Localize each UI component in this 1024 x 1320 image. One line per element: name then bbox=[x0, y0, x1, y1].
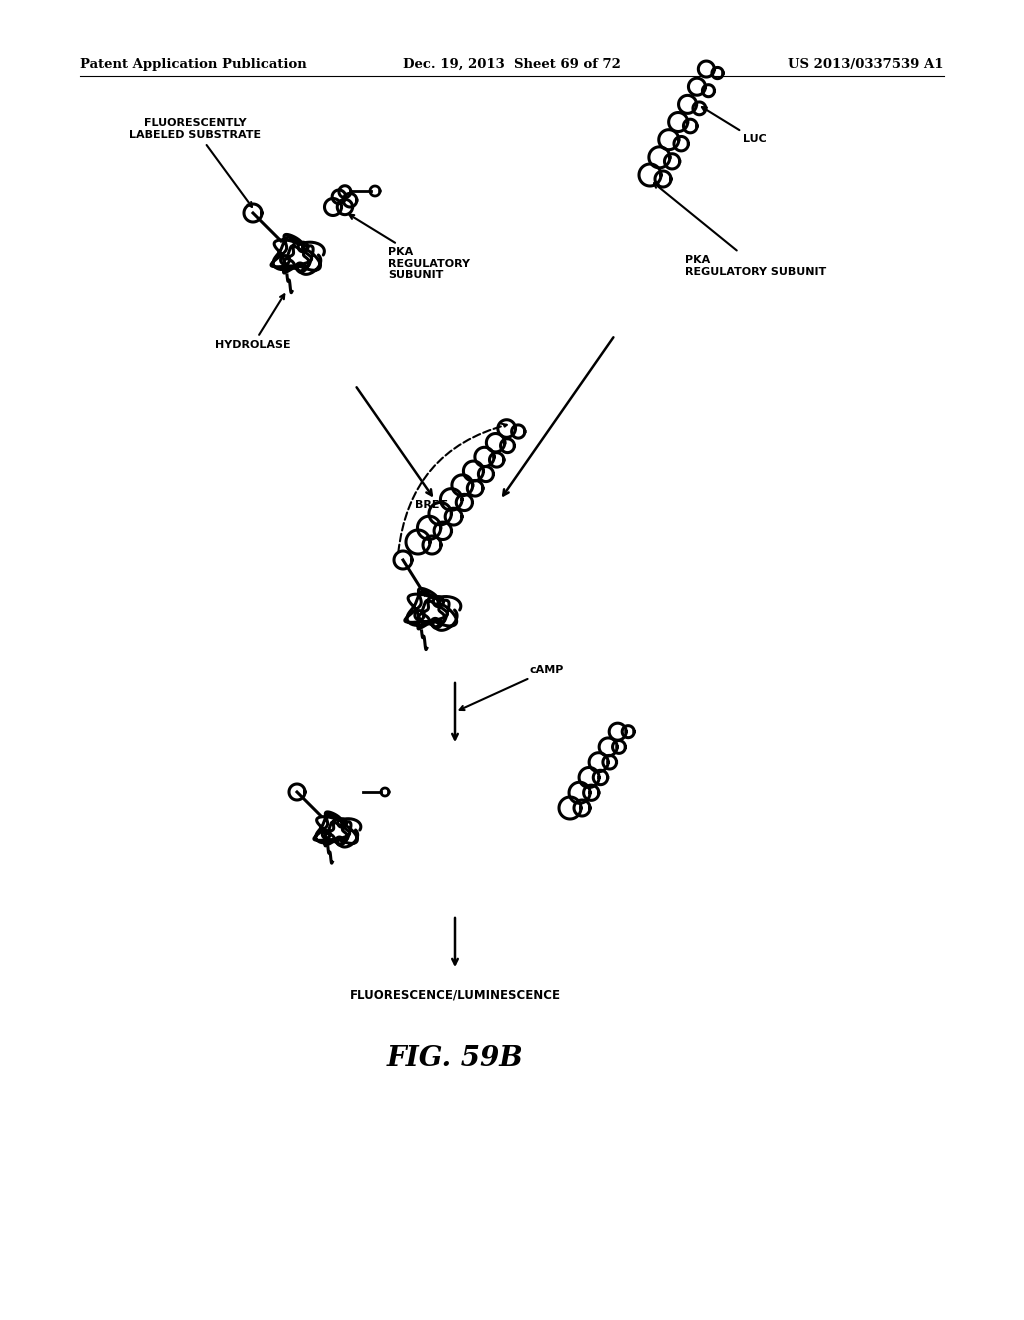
Text: BRET: BRET bbox=[415, 500, 447, 510]
Text: HYDROLASE: HYDROLASE bbox=[215, 294, 291, 350]
Text: Dec. 19, 2013  Sheet 69 of 72: Dec. 19, 2013 Sheet 69 of 72 bbox=[403, 58, 621, 71]
Text: Patent Application Publication: Patent Application Publication bbox=[80, 58, 307, 71]
Text: LUC: LUC bbox=[701, 107, 766, 144]
Text: US 2013/0337539 A1: US 2013/0337539 A1 bbox=[788, 58, 944, 71]
Text: PKA
REGULATORY
SUBUNIT: PKA REGULATORY SUBUNIT bbox=[349, 215, 470, 280]
Text: FIG. 59B: FIG. 59B bbox=[387, 1045, 523, 1072]
Text: FLUORESCENTLY
LABELED SUBSTRATE: FLUORESCENTLY LABELED SUBSTRATE bbox=[129, 119, 261, 207]
Text: FLUORESCENCE/LUMINESCENCE: FLUORESCENCE/LUMINESCENCE bbox=[349, 987, 560, 1001]
Text: PKA
REGULATORY SUBUNIT: PKA REGULATORY SUBUNIT bbox=[654, 183, 826, 277]
Text: cAMP: cAMP bbox=[460, 665, 564, 710]
